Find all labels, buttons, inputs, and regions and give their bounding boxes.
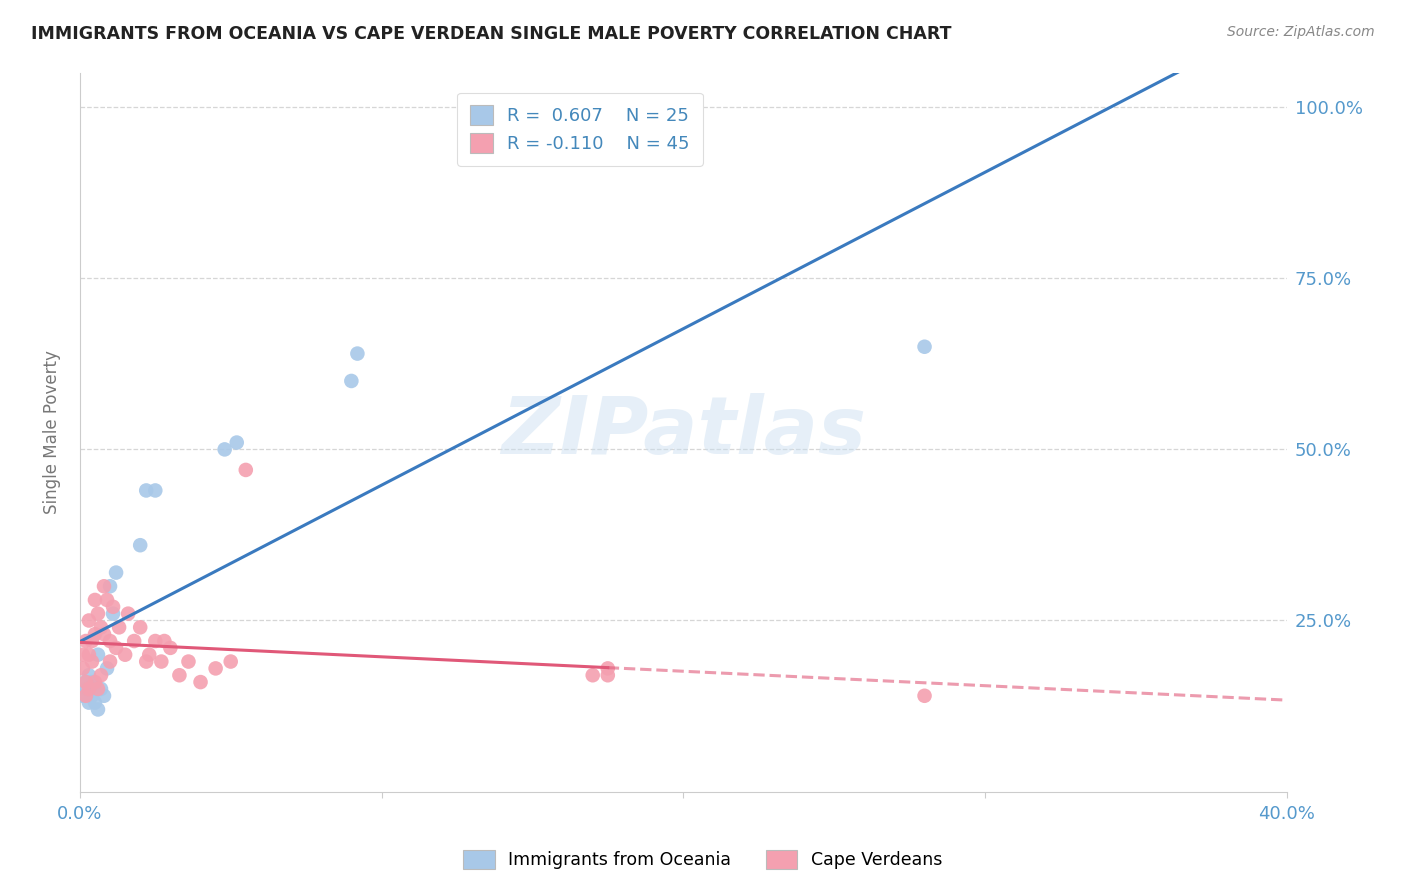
Point xyxy=(77,668,100,682)
Point xyxy=(219,655,242,669)
Point xyxy=(153,634,176,648)
Point xyxy=(98,579,121,593)
Point xyxy=(340,374,363,388)
Point xyxy=(117,607,139,621)
Y-axis label: Single Male Poverty: Single Male Poverty xyxy=(44,351,60,514)
Point xyxy=(90,681,112,696)
Point xyxy=(75,675,97,690)
Point xyxy=(84,627,107,641)
Point xyxy=(87,702,110,716)
Point xyxy=(77,614,100,628)
Point xyxy=(105,566,128,580)
Point xyxy=(80,689,103,703)
Point xyxy=(129,620,152,634)
Point xyxy=(108,620,131,634)
Point xyxy=(72,648,94,662)
Point xyxy=(122,634,145,648)
Point xyxy=(80,634,103,648)
Point xyxy=(129,538,152,552)
Legend: R =  0.607    N = 25, R = -0.110    N = 45: R = 0.607 N = 25, R = -0.110 N = 45 xyxy=(457,93,703,166)
Point xyxy=(96,661,118,675)
Point xyxy=(75,675,97,690)
Point xyxy=(84,696,107,710)
Point xyxy=(93,579,115,593)
Point xyxy=(84,593,107,607)
Point xyxy=(84,681,107,696)
Point xyxy=(582,668,605,682)
Text: ZIPatlas: ZIPatlas xyxy=(501,393,866,471)
Point xyxy=(80,675,103,690)
Legend: Immigrants from Oceania, Cape Verdeans: Immigrants from Oceania, Cape Verdeans xyxy=(457,843,949,876)
Point xyxy=(84,675,107,690)
Point xyxy=(596,661,619,675)
Point xyxy=(135,483,157,498)
Point xyxy=(101,599,124,614)
Point xyxy=(77,696,100,710)
Point xyxy=(177,655,200,669)
Point xyxy=(214,442,236,457)
Point xyxy=(114,648,136,662)
Point xyxy=(87,648,110,662)
Text: Source: ZipAtlas.com: Source: ZipAtlas.com xyxy=(1227,25,1375,39)
Point xyxy=(98,655,121,669)
Point xyxy=(190,675,212,690)
Point xyxy=(235,463,257,477)
Point xyxy=(72,661,94,675)
Point xyxy=(169,668,191,682)
Point xyxy=(135,655,157,669)
Point xyxy=(90,668,112,682)
Point xyxy=(75,681,97,696)
Point xyxy=(914,689,936,703)
Text: IMMIGRANTS FROM OCEANIA VS CAPE VERDEAN SINGLE MALE POVERTY CORRELATION CHART: IMMIGRANTS FROM OCEANIA VS CAPE VERDEAN … xyxy=(31,25,952,43)
Point xyxy=(93,689,115,703)
Point xyxy=(105,640,128,655)
Point xyxy=(143,634,166,648)
Point xyxy=(138,648,160,662)
Point xyxy=(77,648,100,662)
Point xyxy=(101,607,124,621)
Point xyxy=(150,655,173,669)
Point xyxy=(204,661,226,675)
Point xyxy=(72,689,94,703)
Point xyxy=(346,346,368,360)
Point xyxy=(87,681,110,696)
Point xyxy=(93,627,115,641)
Point xyxy=(87,607,110,621)
Point xyxy=(914,340,936,354)
Point xyxy=(80,655,103,669)
Point xyxy=(96,593,118,607)
Point xyxy=(77,681,100,696)
Point xyxy=(90,620,112,634)
Point xyxy=(75,689,97,703)
Point xyxy=(75,634,97,648)
Point xyxy=(159,640,181,655)
Point xyxy=(225,435,247,450)
Point xyxy=(596,668,619,682)
Point xyxy=(143,483,166,498)
Point xyxy=(98,634,121,648)
